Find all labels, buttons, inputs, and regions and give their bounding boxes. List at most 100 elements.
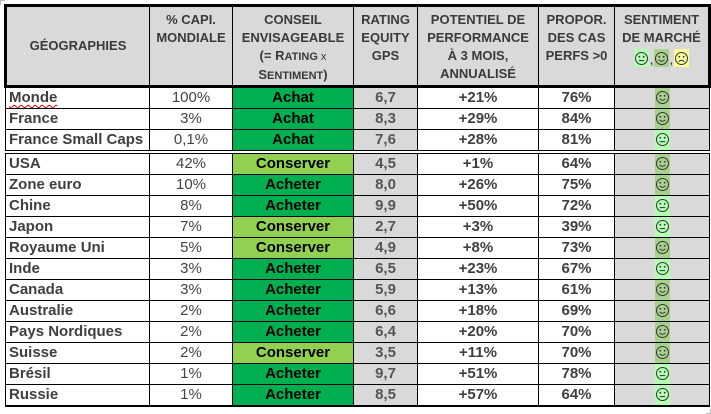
cell-propor[interactable]: 81%: [538, 129, 615, 153]
cell-potentiel[interactable]: +8%: [417, 237, 539, 259]
cell-geography[interactable]: France: [5, 108, 150, 130]
cell-capi-mondiale[interactable]: 1%: [149, 384, 233, 407]
cell-potentiel[interactable]: +11%: [417, 342, 539, 364]
cell-potentiel[interactable]: +50%: [417, 195, 539, 217]
cell-sentiment[interactable]: [614, 195, 710, 217]
cell-propor[interactable]: 72%: [538, 195, 615, 217]
cell-conseil[interactable]: Conserver: [232, 237, 354, 259]
cell-propor[interactable]: 69%: [538, 300, 615, 322]
cell-geography[interactable]: Suisse: [5, 342, 150, 364]
cell-geography[interactable]: Pays Nordiques: [5, 321, 150, 343]
cell-capi-mondiale[interactable]: 2%: [149, 321, 233, 343]
cell-rating[interactable]: 8,0: [353, 174, 418, 196]
cell-geography[interactable]: Chine: [5, 195, 150, 217]
cell-sentiment[interactable]: [614, 86, 710, 109]
cell-rating[interactable]: 9,7: [353, 363, 418, 385]
cell-geography[interactable]: France Small Caps: [5, 129, 150, 153]
cell-rating[interactable]: 4,9: [353, 237, 418, 259]
cell-geography[interactable]: Zone euro: [5, 174, 150, 196]
cell-capi-mondiale[interactable]: 100%: [149, 86, 233, 109]
cell-sentiment[interactable]: [614, 300, 710, 322]
cell-potentiel[interactable]: +51%: [417, 363, 539, 385]
cell-conseil[interactable]: Achat: [232, 86, 354, 109]
cell-geography[interactable]: Australie: [5, 300, 150, 322]
cell-rating[interactable]: 3,5: [353, 342, 418, 364]
cell-potentiel[interactable]: +3%: [417, 216, 539, 238]
cell-propor[interactable]: 70%: [538, 321, 615, 343]
cell-conseil[interactable]: Acheter: [232, 363, 354, 385]
cell-sentiment[interactable]: [614, 363, 710, 385]
cell-propor[interactable]: 64%: [538, 150, 615, 175]
cell-propor[interactable]: 61%: [538, 279, 615, 301]
cell-potentiel[interactable]: +26%: [417, 174, 539, 196]
cell-sentiment[interactable]: [614, 279, 710, 301]
cell-rating[interactable]: 8,5: [353, 384, 418, 407]
cell-geography[interactable]: Inde: [5, 258, 150, 280]
cell-propor[interactable]: 78%: [538, 363, 615, 385]
cell-sentiment[interactable]: [614, 129, 710, 153]
cell-conseil[interactable]: Acheter: [232, 321, 354, 343]
cell-propor[interactable]: 67%: [538, 258, 615, 280]
cell-capi-mondiale[interactable]: 2%: [149, 300, 233, 322]
cell-capi-mondiale[interactable]: 8%: [149, 195, 233, 217]
cell-sentiment[interactable]: [614, 321, 710, 343]
cell-conseil[interactable]: Acheter: [232, 300, 354, 322]
cell-conseil[interactable]: Acheter: [232, 279, 354, 301]
cell-capi-mondiale[interactable]: 10%: [149, 174, 233, 196]
cell-rating[interactable]: 6,4: [353, 321, 418, 343]
cell-geography[interactable]: USA: [5, 150, 150, 175]
cell-propor[interactable]: 76%: [538, 86, 615, 109]
cell-potentiel[interactable]: +23%: [417, 258, 539, 280]
cell-conseil[interactable]: Acheter: [232, 195, 354, 217]
cell-sentiment[interactable]: [614, 216, 710, 238]
cell-potentiel[interactable]: +1%: [417, 150, 539, 175]
cell-rating[interactable]: 8,3: [353, 108, 418, 130]
cell-sentiment[interactable]: [614, 258, 710, 280]
cell-sentiment[interactable]: [614, 384, 710, 407]
cell-geography[interactable]: Royaume Uni: [5, 237, 150, 259]
cell-sentiment[interactable]: [614, 237, 710, 259]
cell-geography[interactable]: Russie: [5, 384, 150, 407]
cell-capi-mondiale[interactable]: 7%: [149, 216, 233, 238]
cell-capi-mondiale[interactable]: 3%: [149, 108, 233, 130]
cell-geography[interactable]: Canada: [5, 279, 150, 301]
cell-propor[interactable]: 75%: [538, 174, 615, 196]
cell-conseil[interactable]: Achat: [232, 129, 354, 153]
cell-propor[interactable]: 73%: [538, 237, 615, 259]
cell-rating[interactable]: 6,5: [353, 258, 418, 280]
cell-capi-mondiale[interactable]: 5%: [149, 237, 233, 259]
cell-conseil[interactable]: Achat: [232, 108, 354, 130]
cell-rating[interactable]: 2,7: [353, 216, 418, 238]
cell-propor[interactable]: 64%: [538, 384, 615, 407]
cell-propor[interactable]: 84%: [538, 108, 615, 130]
cell-conseil[interactable]: Conserver: [232, 216, 354, 238]
cell-rating[interactable]: 6,6: [353, 300, 418, 322]
cell-conseil[interactable]: Acheter: [232, 258, 354, 280]
cell-potentiel[interactable]: +20%: [417, 321, 539, 343]
cell-rating[interactable]: 4,5: [353, 150, 418, 175]
cell-rating[interactable]: 7,6: [353, 129, 418, 153]
cell-potentiel[interactable]: +13%: [417, 279, 539, 301]
cell-capi-mondiale[interactable]: 3%: [149, 279, 233, 301]
cell-geography[interactable]: Japon: [5, 216, 150, 238]
cell-rating[interactable]: 9,9: [353, 195, 418, 217]
cell-sentiment[interactable]: [614, 174, 710, 196]
cell-sentiment[interactable]: [614, 150, 710, 175]
cell-potentiel[interactable]: +21%: [417, 86, 539, 109]
cell-potentiel[interactable]: +29%: [417, 108, 539, 130]
cell-capi-mondiale[interactable]: 0,1%: [149, 129, 233, 153]
cell-propor[interactable]: 70%: [538, 342, 615, 364]
cell-sentiment[interactable]: [614, 342, 710, 364]
cell-potentiel[interactable]: +57%: [417, 384, 539, 407]
cell-propor[interactable]: 39%: [538, 216, 615, 238]
cell-geography[interactable]: Monde: [5, 86, 150, 109]
cell-conseil[interactable]: Conserver: [232, 150, 354, 175]
cell-potentiel[interactable]: +28%: [417, 129, 539, 153]
cell-geography[interactable]: Brésil: [5, 363, 150, 385]
cell-conseil[interactable]: Acheter: [232, 384, 354, 407]
cell-capi-mondiale[interactable]: 1%: [149, 363, 233, 385]
cell-capi-mondiale[interactable]: 42%: [149, 150, 233, 175]
cell-conseil[interactable]: Acheter: [232, 174, 354, 196]
cell-potentiel[interactable]: +18%: [417, 300, 539, 322]
cell-conseil[interactable]: Conserver: [232, 342, 354, 364]
